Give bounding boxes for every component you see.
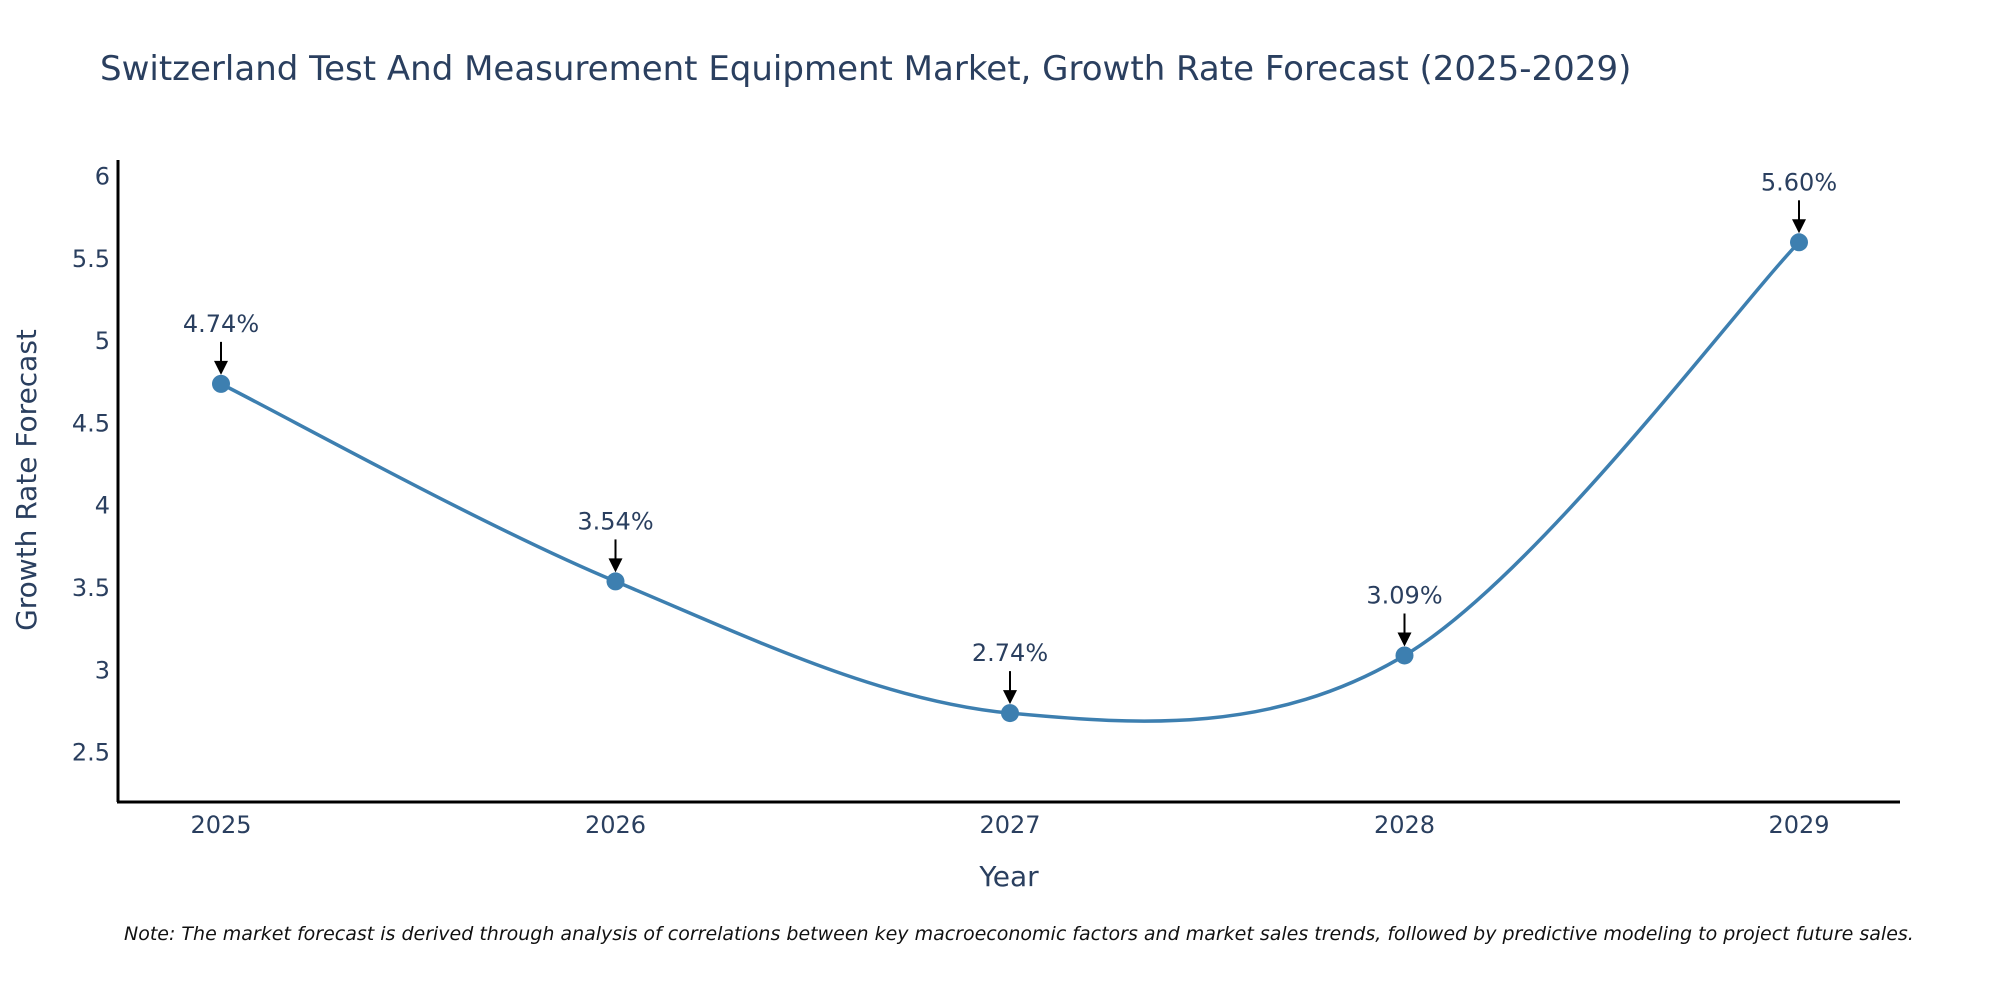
data-point-marker: [1395, 646, 1414, 665]
data-annotations: 4.74% 3.54% 2.74% 3.09% 5.60%: [183, 168, 1837, 705]
y-axis-ticks: 2.5 3 3.5 4 4.5 5 5.5 6: [72, 162, 110, 766]
data-point-marker: [1001, 704, 1019, 723]
x-tick-label: 2028: [1374, 811, 1435, 839]
series-line: [220, 241, 1801, 723]
x-tick-label: 2025: [190, 811, 251, 839]
y-tick-label: 2.5: [72, 739, 110, 767]
annotation-arrow-head: [1397, 632, 1412, 647]
x-tick-label: 2026: [585, 811, 646, 839]
series-markers: [212, 233, 1808, 723]
x-axis-ticks: 2025 2026 2027 2028 2029: [190, 811, 1829, 839]
y-tick-label: 4.5: [72, 409, 110, 437]
footnote: Note: The market forecast is derived thr…: [124, 923, 1914, 945]
chart-title: Switzerland Test And Measurement Equipme…: [100, 49, 1631, 89]
data-label: 2.74%: [972, 639, 1048, 667]
y-tick-label: 3.5: [72, 574, 110, 602]
data-label: 3.54%: [577, 507, 653, 535]
y-tick-label: 4: [95, 492, 110, 520]
annotation-arrow-head: [608, 558, 623, 573]
annotation-arrow-head: [1003, 690, 1017, 705]
y-axis-title: Growth Rate Forecast: [10, 329, 43, 631]
annotation-arrow-head: [214, 360, 228, 375]
data-point-marker: [1790, 233, 1808, 252]
x-tick-label: 2027: [979, 811, 1040, 839]
y-tick-label: 3: [95, 656, 110, 684]
x-axis-title: Year: [978, 860, 1039, 893]
data-label: 5.60%: [1761, 168, 1837, 196]
annotation-arrow-head: [1792, 219, 1806, 234]
y-tick-label: 5: [95, 327, 110, 355]
data-point-marker: [606, 572, 625, 591]
data-label: 4.74%: [183, 310, 259, 338]
y-tick-label: 5.5: [72, 245, 110, 273]
data-label: 3.09%: [1366, 581, 1442, 609]
x-tick-label: 2029: [1768, 811, 1829, 839]
y-tick-label: 6: [95, 162, 110, 190]
data-point-marker: [212, 374, 230, 393]
